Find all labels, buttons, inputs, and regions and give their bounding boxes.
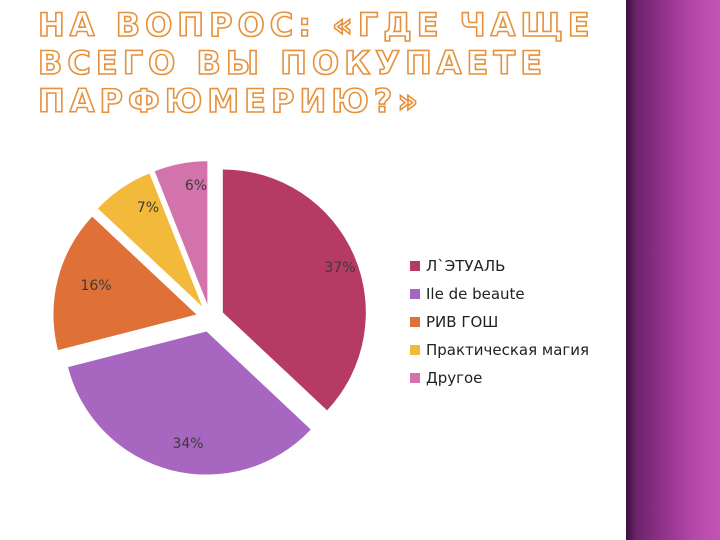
legend-item: Ile de beaute xyxy=(410,280,589,308)
legend-item: Л`ЭТУАЛЬ xyxy=(410,252,589,280)
slice-label-5: 6% xyxy=(185,178,207,194)
pie-slice-4 xyxy=(97,173,203,307)
chart-legend: Л`ЭТУАЛЬ Ile de beaute РИВ ГОШ Практическая… xyxy=(410,252,589,392)
pie-slice-1 xyxy=(222,169,366,411)
pie-slice-5 xyxy=(154,161,208,305)
pie-slice-2 xyxy=(68,331,311,475)
legend-item: Практическая магия xyxy=(410,336,589,364)
legend-swatch xyxy=(410,345,420,355)
slice-label-2: 34% xyxy=(172,436,203,452)
legend-label: Практическая магия xyxy=(426,341,590,359)
legend-swatch xyxy=(410,373,420,383)
legend-label: Другое xyxy=(426,369,483,387)
legend-item: Другое xyxy=(410,364,589,392)
slice-label-4: 7% xyxy=(137,200,159,216)
pie-chart: 37% 34% 16% 7% 6% xyxy=(53,161,366,475)
slide-title: НА ВОПРОС: «ГДЕ ЧАЩЕ ВСЕГО ВЫ ПОКУПАЕТЕ … xyxy=(37,5,595,121)
legend-item: РИВ ГОШ xyxy=(410,308,589,336)
decorative-side-band xyxy=(626,0,720,540)
pie-slice-3 xyxy=(53,216,197,351)
legend-label: РИВ ГОШ xyxy=(426,313,499,331)
legend-swatch xyxy=(410,317,420,327)
legend-label: Л`ЭТУАЛЬ xyxy=(426,257,506,275)
legend-swatch xyxy=(410,289,420,299)
legend-label: Ile de beaute xyxy=(426,285,525,303)
legend-swatch xyxy=(410,261,420,271)
slice-label-1: 37% xyxy=(324,260,355,276)
slice-label-3: 16% xyxy=(80,278,111,294)
